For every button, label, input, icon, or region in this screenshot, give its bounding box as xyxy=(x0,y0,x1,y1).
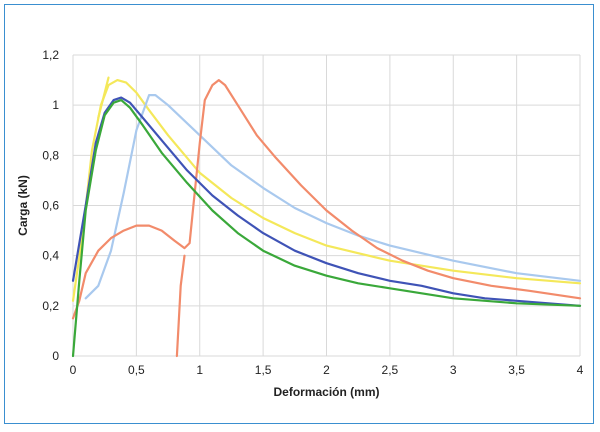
chart-grid xyxy=(72,54,581,357)
series-line-6 xyxy=(175,254,186,358)
chart-series xyxy=(71,76,582,358)
series-line-2 xyxy=(84,93,582,300)
y-tick-label: 1 xyxy=(52,98,59,112)
series-line-7 xyxy=(97,76,110,119)
x-tick-label: 0,5 xyxy=(128,363,145,377)
y-axis-title: Carga (kN) xyxy=(16,175,30,236)
x-axis-title: Deformación (mm) xyxy=(273,385,379,399)
series-line-5 xyxy=(71,98,582,358)
chart-frame xyxy=(4,4,594,424)
series-line-3 xyxy=(71,78,582,320)
y-tick-label: 0,2 xyxy=(42,299,59,313)
y-tick-label: 0,8 xyxy=(42,148,59,162)
y-tick-label: 0,6 xyxy=(42,199,59,213)
y-tick-labels: 0 0,2 0,4 0,6 0,8 1 1,2 xyxy=(42,48,59,363)
x-tick-label: 2 xyxy=(323,363,330,377)
x-tick-label: 1 xyxy=(196,363,203,377)
x-tick-label: 3 xyxy=(450,363,457,377)
series-line-4 xyxy=(71,96,582,307)
x-tick-labels: 0 0,5 1 1,5 2 2,5 3 3,5 4 xyxy=(70,363,584,377)
y-tick-label: 0 xyxy=(52,349,59,363)
x-tick-label: 4 xyxy=(577,363,584,377)
x-tick-label: 3,5 xyxy=(508,363,525,377)
x-tick-label: 0 xyxy=(70,363,77,377)
x-tick-label: 2,5 xyxy=(382,363,399,377)
y-tick-label: 0,4 xyxy=(42,249,59,263)
y-tick-label: 1,2 xyxy=(42,48,59,62)
x-tick-label: 1,5 xyxy=(255,363,272,377)
